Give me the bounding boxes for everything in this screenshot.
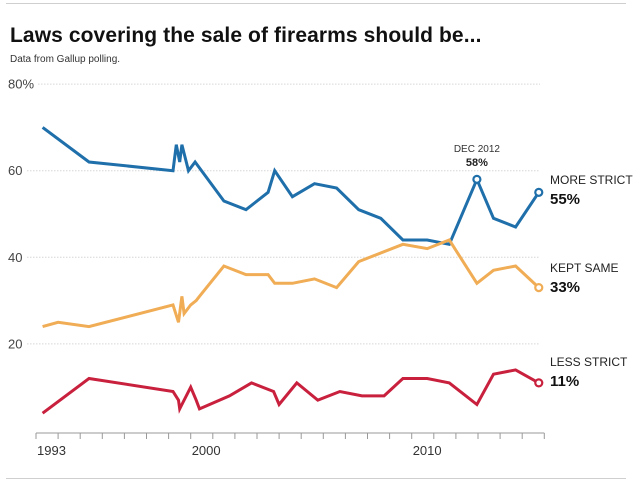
- series-value-kept-same: 33%: [550, 279, 580, 296]
- series-value-less-strict: 11%: [550, 373, 579, 390]
- annotation-date: DEC 2012: [454, 144, 501, 155]
- x-tick-label: 2000: [192, 443, 221, 458]
- series-label-more-strict: MORE STRICT: [550, 173, 633, 187]
- y-tick-label: 40: [8, 250, 22, 265]
- series-group: [41, 126, 544, 415]
- bottom-rule: [6, 478, 626, 479]
- x-tick-label: 1993: [37, 443, 66, 458]
- series-label-kept-same: KEPT SAME: [550, 261, 618, 275]
- annotations: DEC 2012 58%: [454, 144, 501, 184]
- y-tick-label: 80%: [8, 77, 34, 92]
- gridlines: [27, 83, 540, 345]
- series-value-more-strict: 55%: [550, 191, 580, 208]
- annotation-value: 58%: [466, 157, 488, 169]
- end-marker-kept-same: [534, 283, 544, 293]
- y-tick-label: 60: [8, 163, 22, 178]
- series-labels: MORE STRICT 55% KEPT SAME 33% LESS STRICT 11%: [550, 173, 633, 390]
- y-tick-label: 20: [8, 336, 22, 351]
- annotation-marker: [472, 174, 482, 184]
- series-label-less-strict: LESS STRICT: [550, 355, 628, 369]
- chart-title: Laws covering the sale of firearms shoul…: [10, 24, 482, 47]
- chart-subtitle: Data from Gallup polling.: [10, 54, 121, 65]
- x-axis: 1993 2000 2010: [35, 432, 545, 458]
- series-line-more-strict: [41, 126, 541, 247]
- end-marker-more-strict: [534, 187, 544, 197]
- series-line-kept-same: [42, 238, 540, 329]
- y-axis: 80% 60 40 20: [8, 77, 34, 352]
- end-marker-less-strict: [534, 378, 544, 388]
- top-rule: [6, 3, 626, 4]
- series-line-less-strict: [41, 368, 540, 415]
- x-tick-label: 2010: [413, 443, 442, 458]
